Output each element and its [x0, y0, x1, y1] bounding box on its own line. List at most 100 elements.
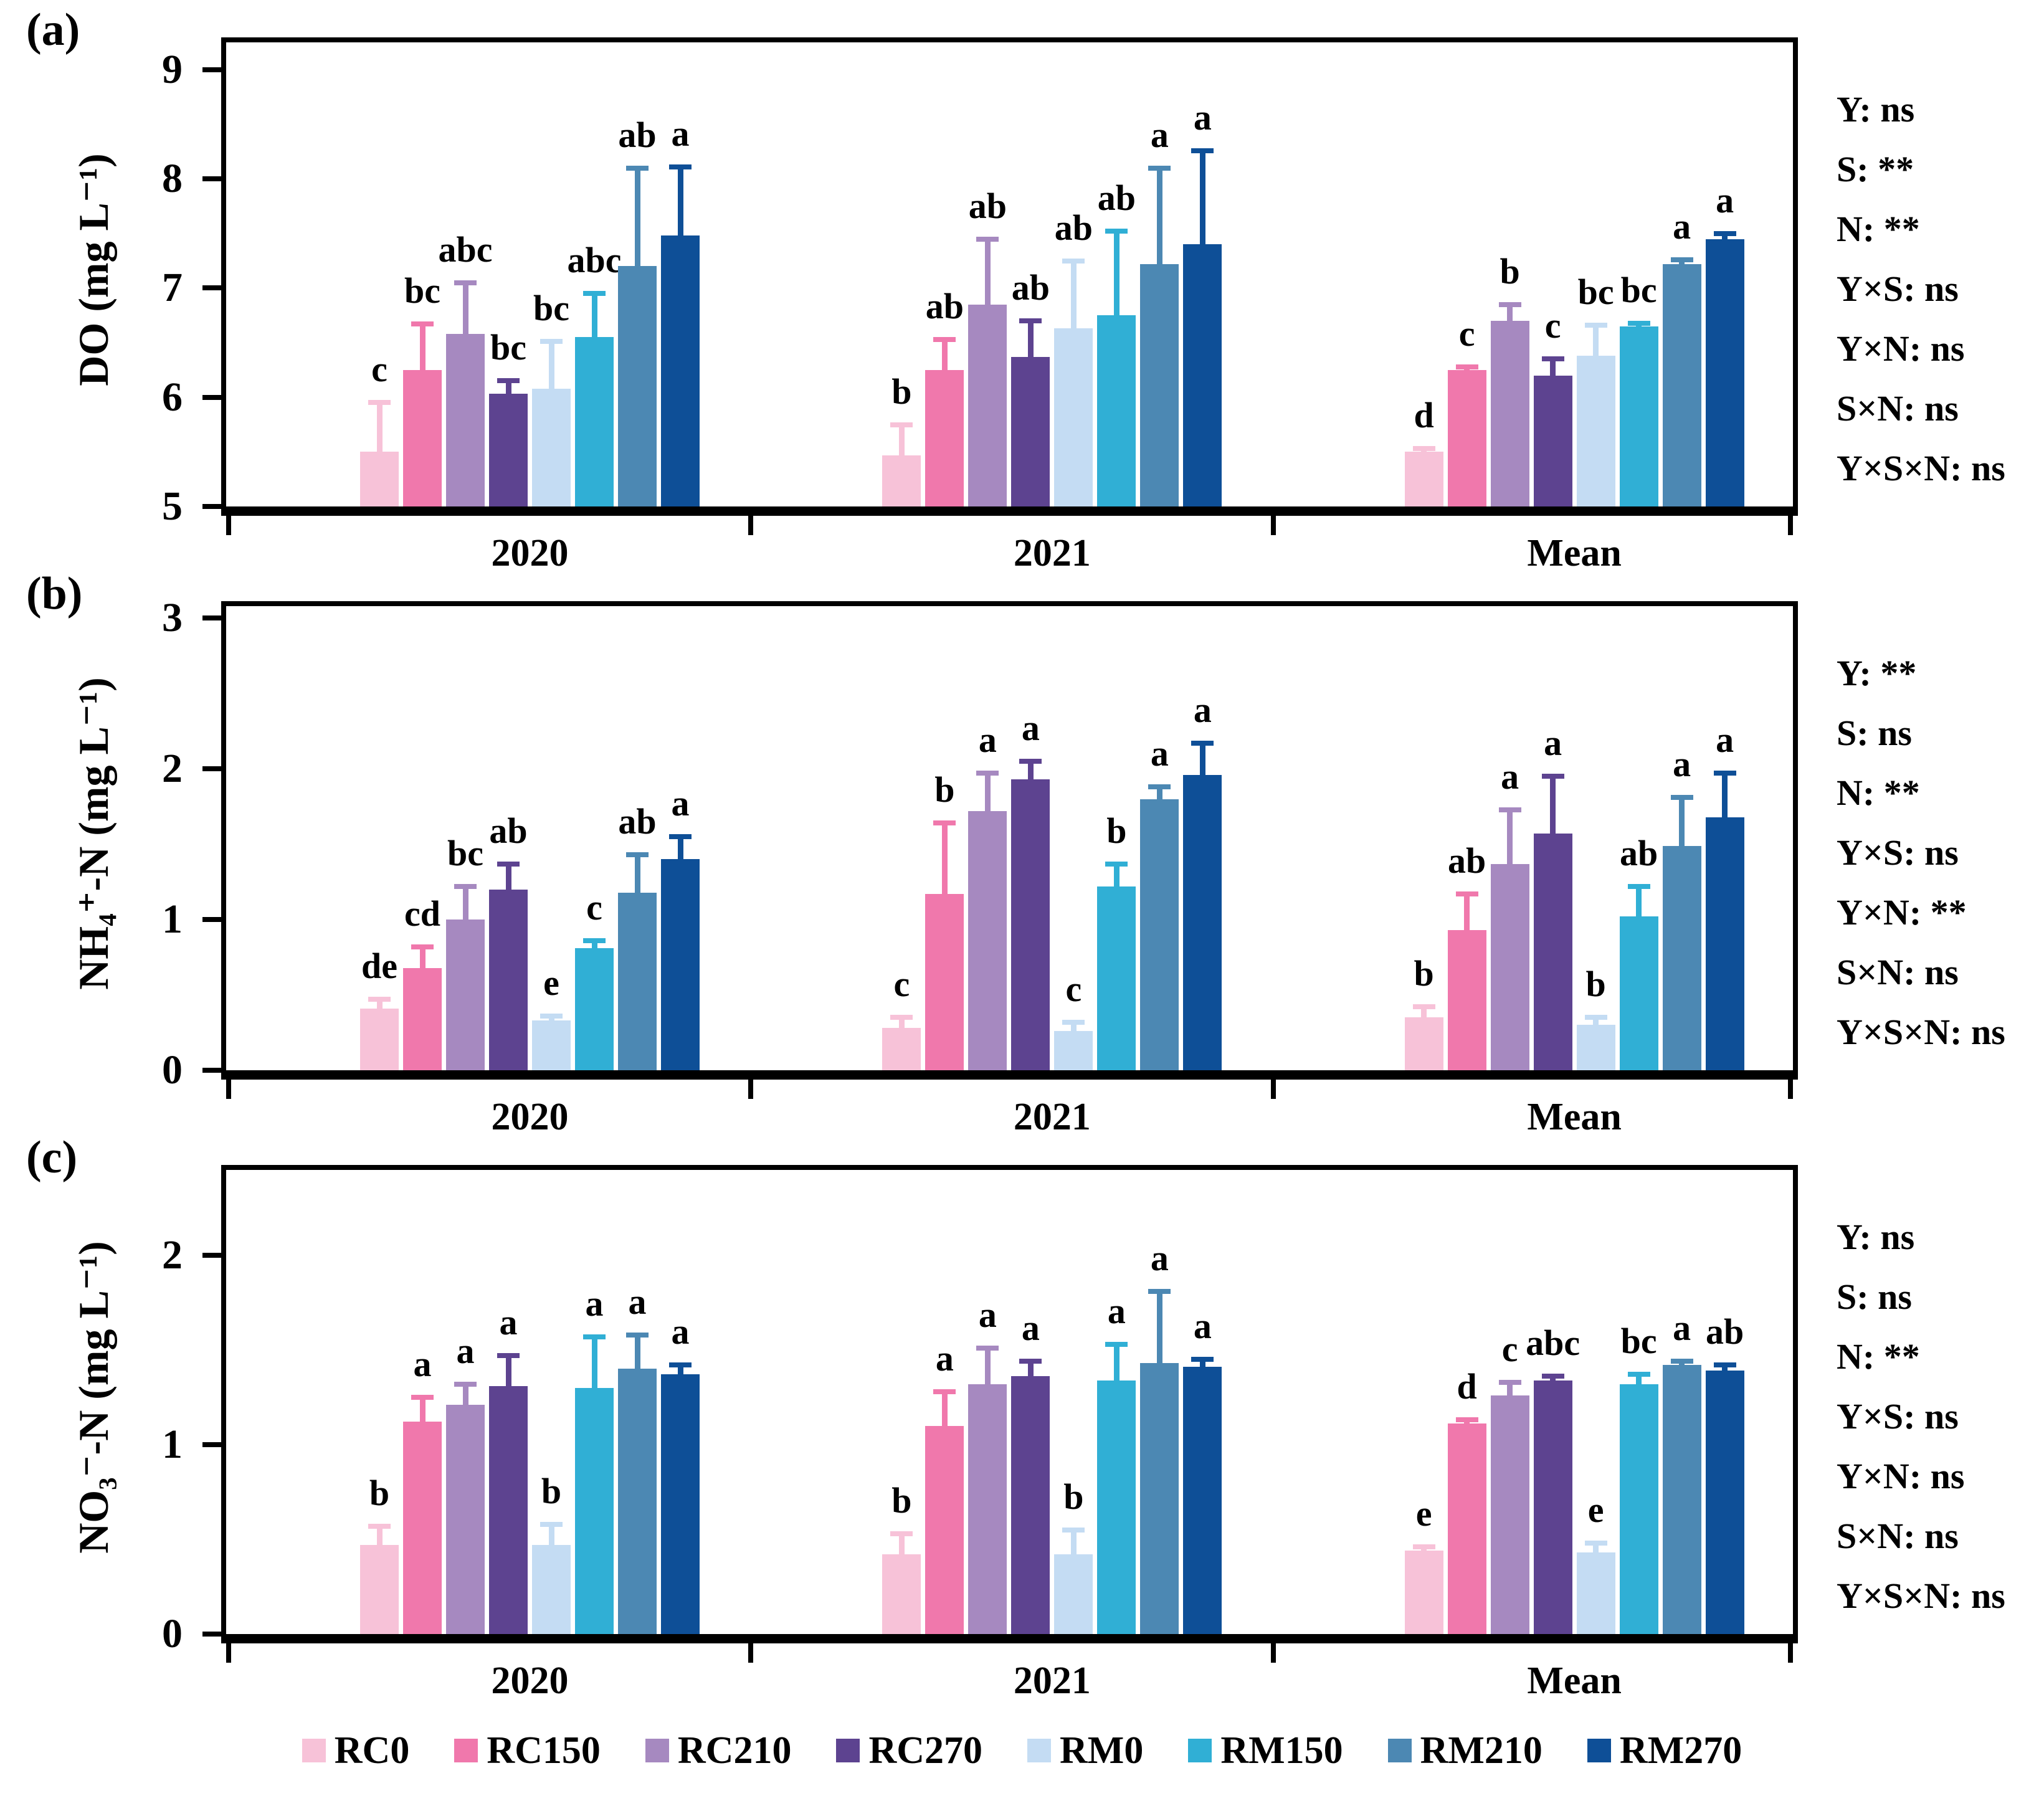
error-bar-cap — [1148, 165, 1171, 171]
error-bar-stem — [1027, 1361, 1034, 1377]
error-bar-cap — [1541, 1374, 1564, 1379]
stats-line: N: ** — [1837, 209, 1920, 249]
bar-2021-RM150 — [1097, 315, 1136, 506]
error-bar-cap — [1627, 883, 1650, 889]
error-bar-stem — [898, 1533, 905, 1555]
bar-2020-RM150 — [575, 337, 614, 506]
significance-letter: a — [1673, 744, 1691, 785]
error-bar-cap — [1584, 1015, 1607, 1020]
significance-letter: a — [499, 1302, 518, 1342]
significance-letter: b — [369, 1472, 390, 1513]
error-bar-cap — [669, 834, 692, 840]
y-tick-label: 1 — [162, 896, 183, 943]
bar-Mean-RM0 — [1576, 1025, 1615, 1070]
stats-line: S: ** — [1837, 149, 1914, 189]
significance-letter: bc — [1577, 272, 1614, 312]
stats-line: S×N: ns — [1837, 1516, 1959, 1556]
error-bar-cap — [411, 1394, 434, 1400]
significance-letter: c — [1544, 305, 1561, 346]
error-bar-stem — [462, 282, 468, 335]
bar-2020-RC210 — [446, 334, 485, 506]
y-tick-label: 6 — [162, 374, 183, 420]
bar-2021-RM270 — [1183, 774, 1222, 1070]
error-bar-stem — [1156, 168, 1162, 264]
error-bar-cap — [1498, 1379, 1521, 1385]
error-bar-stem — [1156, 787, 1162, 799]
legend-swatch-icon — [1587, 1739, 1611, 1762]
y-tick-label: 5 — [162, 483, 183, 529]
x-group-label: Mean — [1527, 532, 1622, 574]
legend-swatch-icon — [1188, 1739, 1212, 1762]
bar-2020-RC150 — [403, 369, 442, 506]
chart-legend: RC0 RC150 RC210 RC270 RM0 RM150 RM210 RM270 — [0, 1710, 2044, 1791]
error-bar-cap — [933, 336, 956, 342]
error-bar-cap — [540, 339, 563, 345]
y-tick-mark — [202, 1068, 221, 1073]
error-bar-cap — [1062, 1019, 1085, 1025]
legend-swatch-icon — [302, 1739, 326, 1762]
bar-Mean-RM150 — [1619, 916, 1658, 1070]
bar-2020-RM210 — [618, 266, 657, 506]
stats-line: Y×S: ns — [1837, 832, 1959, 873]
significance-letter: b — [541, 1470, 562, 1511]
bar-2021-RM150 — [1097, 1380, 1136, 1634]
error-bar-cap — [1062, 1527, 1085, 1533]
error-bar-stem — [1199, 1359, 1205, 1367]
legend-item-RC210: RC210 — [645, 1729, 791, 1773]
error-bar-cap — [1105, 861, 1128, 867]
bar-Mean-RM0 — [1576, 1552, 1615, 1634]
stats-line: S×N: ns — [1837, 388, 1959, 429]
error-bar-stem — [505, 863, 511, 890]
significance-letter: ab — [489, 810, 528, 851]
error-bar-stem — [941, 1391, 948, 1426]
error-bar-cap — [1584, 1541, 1607, 1546]
error-bar-stem — [984, 773, 991, 811]
significance-letter: c — [371, 349, 387, 390]
significance-letter: a — [1193, 1306, 1212, 1347]
x-axis-boundary-tick — [1270, 1634, 1276, 1663]
significance-letter: c — [1065, 968, 1082, 1009]
error-bar-stem — [1679, 797, 1685, 846]
error-bar-stem — [634, 168, 640, 267]
bar-2020-RC270 — [489, 1385, 528, 1634]
panel-letter: (c) — [26, 1132, 78, 1183]
bar-2021-RM0 — [1054, 328, 1093, 506]
bar-Mean-RC0 — [1404, 452, 1443, 506]
legend-swatch-icon — [1387, 1739, 1412, 1762]
bar-2020-RC150 — [403, 1422, 442, 1634]
error-bar-cap — [1019, 759, 1042, 764]
bar-Mean-RC210 — [1490, 321, 1529, 506]
error-bar-stem — [634, 855, 640, 893]
error-bar-stem — [1507, 1382, 1513, 1395]
significance-letter: a — [671, 783, 690, 824]
y-tick-mark — [202, 394, 221, 400]
bar-2021-RC150 — [925, 893, 964, 1070]
bar-Mean-RM270 — [1705, 1371, 1744, 1634]
bar-2020-RC210 — [446, 1405, 485, 1634]
significance-letter: ab — [1620, 832, 1658, 873]
x-axis-boundary-tick — [226, 1070, 231, 1099]
significance-letter: a — [671, 1311, 690, 1352]
error-bar-cap — [976, 1345, 999, 1351]
error-bar-cap — [368, 1523, 391, 1529]
legend-label: RC0 — [334, 1729, 410, 1772]
bar-2020-RM210 — [618, 892, 657, 1070]
legend-swatch-icon — [645, 1739, 669, 1762]
legend-swatch-icon — [836, 1739, 860, 1762]
error-bar-cap — [1019, 1359, 1042, 1364]
bar-2021-RC0 — [882, 1554, 921, 1634]
error-bar-cap — [497, 861, 520, 867]
error-bar-cap — [1670, 1359, 1693, 1364]
error-bar-cap — [976, 771, 999, 776]
bar-2021-RM150 — [1097, 886, 1136, 1070]
legend-label: RM150 — [1220, 1729, 1343, 1772]
x-group-label: 2020 — [491, 1660, 569, 1702]
panel-c: (c) NO₃⁻-N (mg L⁻¹) 0 1 2 b a a a b a a a 2020 b a a a b a a… — [0, 1128, 2044, 1702]
y-axis-title: NO₃⁻-N (mg L⁻¹) — [70, 1240, 117, 1554]
error-bar-cap — [976, 236, 999, 242]
error-bar-stem — [1722, 1365, 1728, 1371]
bar-Mean-RM210 — [1662, 264, 1701, 506]
bar-Mean-RC150 — [1447, 369, 1486, 506]
significance-letter: e — [1587, 1490, 1604, 1531]
error-bar-cap — [454, 883, 477, 889]
